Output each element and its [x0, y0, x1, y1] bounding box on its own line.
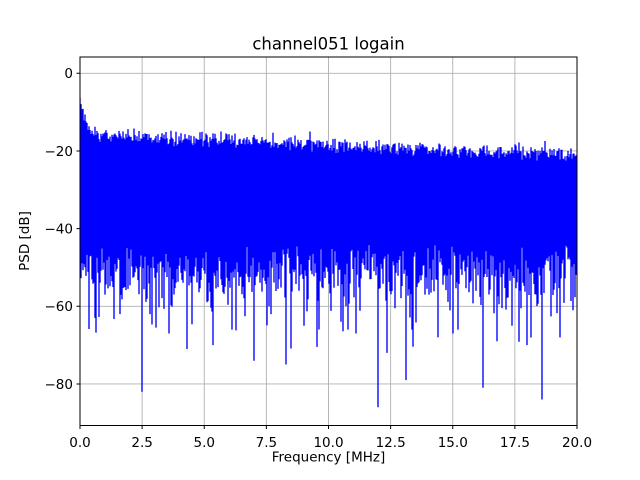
x-tick-label: 5.0: [194, 435, 215, 451]
y-tick-label: −60: [45, 299, 74, 315]
y-tick-label: −80: [45, 377, 74, 393]
y-axis-label: PSD [dB]: [17, 211, 33, 271]
x-tick-label: 7.5: [256, 435, 277, 451]
x-tick-label: 15.0: [438, 435, 468, 451]
tick-mark-path: [76, 72, 578, 429]
x-tick-label: 17.5: [500, 435, 530, 451]
x-tick-label: 20.0: [562, 435, 592, 451]
x-tick-labels: 0.0 2.5 5.0 7.5 10.0 12.5 15.0 17.5 20.0: [69, 435, 592, 451]
x-axis-label: Frequency [MHz]: [272, 450, 385, 466]
psd-noise-series: [80, 97, 577, 408]
y-tick-label: −20: [45, 144, 74, 160]
x-tick-label: 12.5: [376, 435, 406, 451]
x-tick-label: 0.0: [69, 435, 90, 451]
y-tick-labels: 0 −20 −40 −60 −80: [45, 66, 74, 393]
x-tick-label: 2.5: [131, 435, 152, 451]
tick-marks: [76, 72, 578, 429]
y-tick-label: 0: [64, 66, 73, 82]
chart-title: channel051 logain: [252, 35, 404, 54]
y-tick-label: −40: [45, 221, 74, 237]
psd-line: [80, 97, 577, 408]
x-tick-label: 10.0: [313, 435, 343, 451]
